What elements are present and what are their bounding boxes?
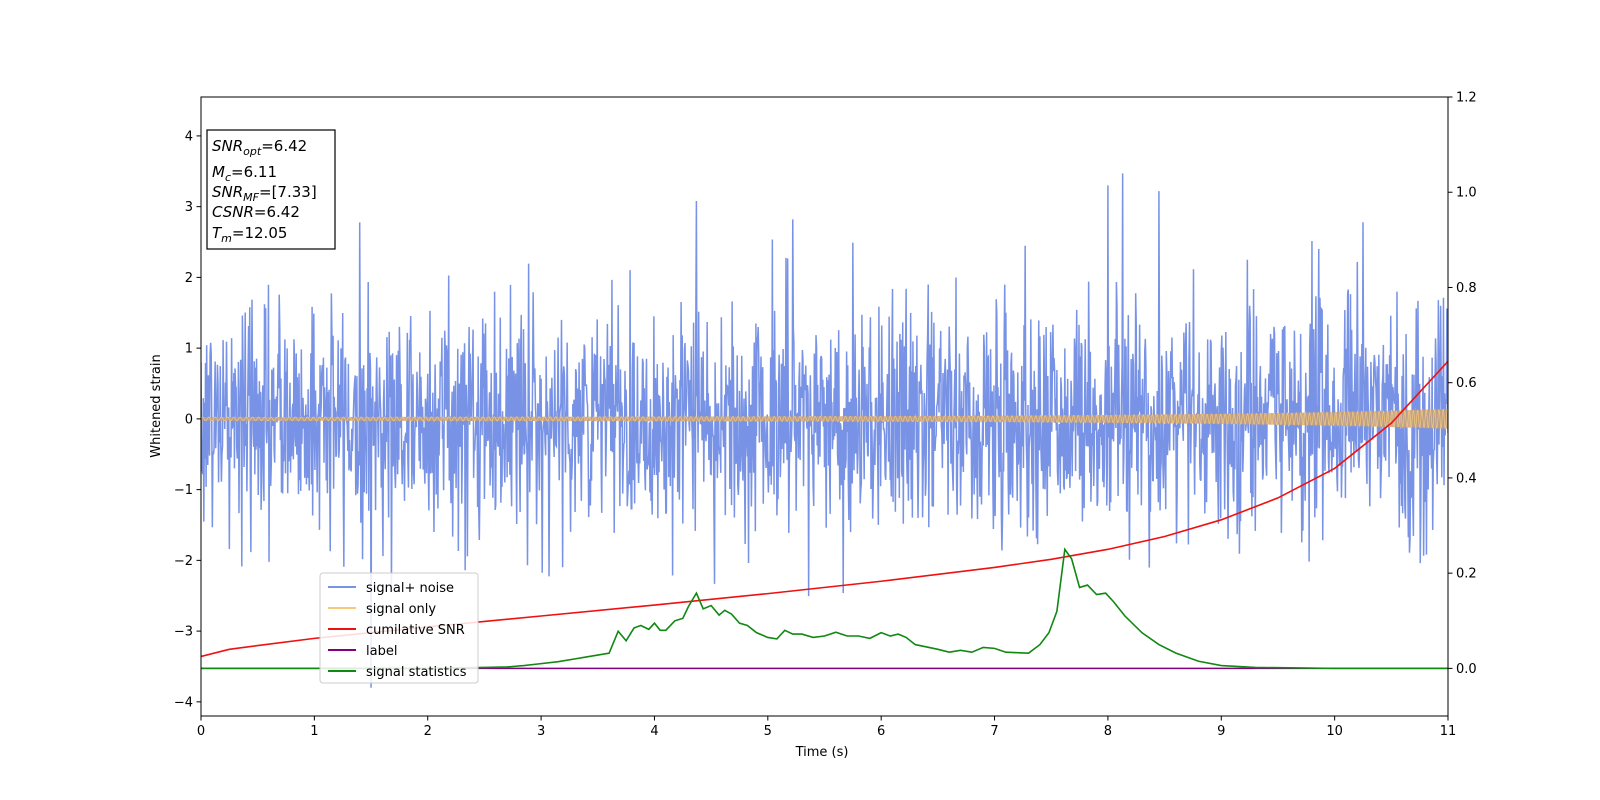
y-axis-right: 1.2 1.0 0.8 0.6 0.4 0.2 0.0 xyxy=(1448,91,1477,677)
x-tick-label: 9 xyxy=(1217,724,1225,739)
series-signal-only-line xyxy=(201,408,1448,430)
y-right-tick-label: 1.0 xyxy=(1456,186,1477,201)
series-layer xyxy=(201,173,1448,688)
y-axis-left-label: Whitened strain xyxy=(149,354,164,457)
y-left-tick-label: −3 xyxy=(174,625,193,640)
info-box: SNRopt=6.42 Mc=6.11 SNRMF=[7.33] CSNR=6.… xyxy=(206,129,336,250)
y-left-tick-label: 2 xyxy=(185,271,193,286)
y-left-tick-label: 3 xyxy=(185,200,193,215)
x-axis: 0 1 2 3 4 5 6 7 8 9 10 11 xyxy=(197,716,1456,739)
y-right-tick-label: 0.8 xyxy=(1456,281,1477,296)
info-box-frame xyxy=(206,129,336,250)
x-tick-label: 5 xyxy=(764,724,772,739)
y-left-tick-label: −2 xyxy=(174,554,193,569)
x-tick-label: 2 xyxy=(424,724,432,739)
info-snr-mf: SNRMF=[7.33] xyxy=(212,183,317,204)
y-axis-left: 4 3 2 1 0 −1 −2 −3 −4 xyxy=(174,129,201,710)
x-tick-label: 6 xyxy=(877,724,885,739)
x-tick-label: 8 xyxy=(1104,724,1112,739)
info-tm: Tm=12.05 xyxy=(212,224,287,245)
y-right-tick-label: 0.4 xyxy=(1456,471,1477,486)
x-tick-label: 7 xyxy=(990,724,998,739)
legend-label: signal statistics xyxy=(366,665,467,680)
info-csnr: CSNR=6.42 xyxy=(212,203,300,221)
x-axis-label: Time (s) xyxy=(795,745,849,760)
x-tick-label: 10 xyxy=(1326,724,1343,739)
y-right-tick-label: 1.2 xyxy=(1456,91,1477,106)
info-snr-opt: SNRopt=6.42 xyxy=(212,137,307,158)
series-cumulative-snr-line xyxy=(201,360,1448,658)
y-right-tick-label: 0.6 xyxy=(1456,376,1477,391)
y-left-tick-label: 4 xyxy=(185,129,193,144)
y-left-tick-label: 1 xyxy=(185,342,193,357)
x-tick-label: 4 xyxy=(650,724,658,739)
y-right-tick-label: 0.2 xyxy=(1456,567,1477,582)
plot-frame xyxy=(200,96,1449,717)
x-tick-label: 11 xyxy=(1440,724,1457,739)
legend-entries: signal+ noise signal only cumilative SNR la… xyxy=(328,581,467,680)
x-tick-label: 3 xyxy=(537,724,545,739)
series-signal-noise-line xyxy=(201,173,1448,688)
y-left-tick-label: −4 xyxy=(174,695,193,710)
legend-frame xyxy=(319,572,479,684)
legend-label: signal only xyxy=(366,602,436,617)
y-right-tick-label: 0.0 xyxy=(1456,662,1477,677)
x-tick-label: 0 xyxy=(197,724,205,739)
x-tick-label: 1 xyxy=(310,724,318,739)
legend-label: signal+ noise xyxy=(366,581,454,596)
info-mc: Mc=6.11 xyxy=(212,163,277,184)
legend: signal+ noise signal only cumilative SNR la… xyxy=(319,572,479,684)
legend-label: label xyxy=(366,644,397,659)
y-left-tick-label: −1 xyxy=(174,483,193,498)
series-signal-only-band xyxy=(201,408,1448,429)
y-left-tick-label: 0 xyxy=(185,412,193,427)
legend-label: cumilative SNR xyxy=(366,623,465,638)
series-signal-statistics-line xyxy=(201,547,1448,670)
